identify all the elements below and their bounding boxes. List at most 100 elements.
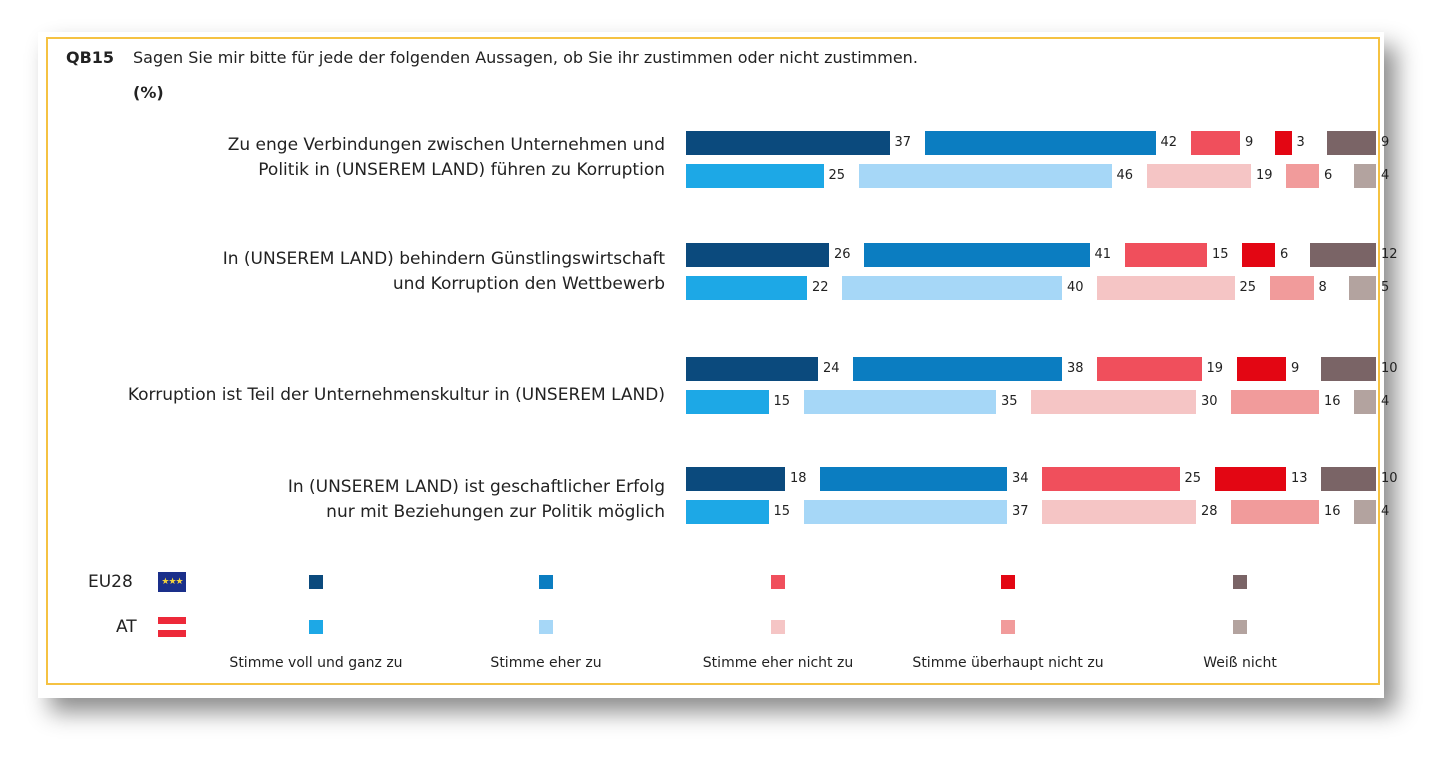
statement-2: In (UNSEREM LAND) behindern Günstlingswi… <box>223 247 665 297</box>
bar-at-q1-stimme-ueberhaupt-nicht-zu <box>1286 164 1319 188</box>
statement-3-line-1: Korruption ist Teil der Unternehmenskult… <box>127 385 665 405</box>
data-label-at-q2-stimme-eher-zu: 40 <box>1067 280 1084 295</box>
bar-at-q2-weiss-nicht <box>1348 276 1376 300</box>
data-label-eu28-q3-stimme-eher-nicht-zu: 19 <box>1206 361 1224 376</box>
data-label-at-q3-stimme-ueberhaupt-nicht-zu: 16 <box>1324 394 1341 409</box>
statement-4-line-2: nur mit Beziehungen zur Politik möglich <box>326 502 665 522</box>
data-label-eu28-q1-stimme-eher-nicht-zu: 9 <box>1245 135 1254 150</box>
bar-at-q3-stimme-voll-und-ganz-zu <box>686 390 769 414</box>
bar-eu28-q4-stimme-eher-nicht-zu <box>1042 467 1180 491</box>
data-label-eu28-q3-weiss-nicht: 10 <box>1381 361 1398 376</box>
data-label-eu28-q4-weiss-nicht: 10 <box>1381 471 1398 486</box>
data-label-at-q2-stimme-eher-nicht-zu: 25 <box>1239 280 1257 295</box>
data-label-at-q4-stimme-ueberhaupt-nicht-zu: 16 <box>1324 504 1341 519</box>
question-code: QB15 <box>66 48 115 67</box>
data-label-at-q4-stimme-eher-nicht-zu: 28 <box>1201 504 1218 519</box>
bar-at-q4-stimme-eher-zu <box>803 500 1007 524</box>
statement-1-line-1: Zu enge Verbindungen zwischen Unternehme… <box>227 135 665 155</box>
data-label-at-q4-stimme-voll-und-ganz-zu: 15 <box>773 504 791 519</box>
data-label-eu28-q2-stimme-eher-nicht-zu: 15 <box>1212 247 1229 262</box>
legend-eu-label: EU28 <box>88 572 133 592</box>
bar-eu28-q2-stimme-eher-nicht-zu <box>1124 243 1207 267</box>
legend-swatch-eu28-weiss-nicht <box>1233 575 1247 589</box>
bar-eu28-q1-stimme-eher-nicht-zu <box>1190 131 1240 155</box>
bar-at-q3-weiss-nicht <box>1354 390 1376 414</box>
unit-label: (%) <box>133 83 164 102</box>
bar-eu28-q3-stimme-eher-zu <box>853 357 1062 381</box>
data-label-at-q1-stimme-voll-und-ganz-zu: 25 <box>828 168 846 183</box>
austria-flag-icon <box>158 617 186 638</box>
legend-label-stimme-ueberhaupt-nicht-zu: Stimme überhaupt nicht zu <box>912 655 1104 671</box>
bar-at-q4-weiss-nicht <box>1354 500 1376 524</box>
bar-eu28-q3-stimme-ueberhaupt-nicht-zu <box>1236 357 1286 381</box>
statement-1: Zu enge Verbindungen zwischen Unternehme… <box>228 133 665 183</box>
data-label-eu28-q2-stimme-voll-und-ganz-zu: 26 <box>834 247 851 262</box>
bar-eu28-q4-stimme-ueberhaupt-nicht-zu <box>1214 467 1286 491</box>
data-label-eu28-q3-stimme-voll-und-ganz-zu: 24 <box>823 361 840 376</box>
bar-at-q4-stimme-ueberhaupt-nicht-zu <box>1231 500 1319 524</box>
chart-frame <box>46 37 1380 685</box>
data-label-eu28-q4-stimme-ueberhaupt-nicht-zu: 13 <box>1291 471 1308 486</box>
bar-eu28-q1-weiss-nicht <box>1326 131 1376 155</box>
bar-eu28-q2-stimme-ueberhaupt-nicht-zu <box>1242 243 1275 267</box>
data-label-at-q4-stimme-eher-zu: 37 <box>1012 504 1029 519</box>
data-label-at-q1-stimme-eher-zu: 46 <box>1116 168 1134 183</box>
bar-eu28-q3-stimme-eher-nicht-zu <box>1097 357 1202 381</box>
data-label-at-q3-stimme-eher-zu: 35 <box>1001 394 1018 409</box>
legend-label-weiss-nicht: Weiß nicht <box>1203 655 1277 671</box>
bar-eu28-q4-stimme-eher-zu <box>820 467 1007 491</box>
bar-eu28-q1-stimme-ueberhaupt-nicht-zu <box>1275 131 1292 155</box>
legend-swatch-eu28-stimme-ueberhaupt-nicht-zu <box>1001 575 1015 589</box>
data-label-eu28-q1-stimme-eher-zu: 42 <box>1160 135 1178 150</box>
bar-eu28-q2-stimme-eher-zu <box>864 243 1090 267</box>
legend-swatch-at-stimme-voll-und-ganz-zu <box>309 620 323 634</box>
bar-eu28-q1-stimme-voll-und-ganz-zu <box>686 131 890 155</box>
bar-eu28-q2-weiss-nicht <box>1310 243 1376 267</box>
data-label-at-q1-stimme-ueberhaupt-nicht-zu: 6 <box>1324 168 1333 183</box>
bar-eu28-q4-weiss-nicht <box>1321 467 1376 491</box>
legend-swatch-at-stimme-eher-nicht-zu <box>771 620 785 634</box>
statement-4-line-1: In (UNSEREM LAND) ist geschaftlicher Erf… <box>287 477 665 497</box>
data-label-at-q3-weiss-nicht: 4 <box>1381 394 1390 409</box>
bar-at-q2-stimme-eher-zu <box>842 276 1062 300</box>
data-label-eu28-q1-stimme-ueberhaupt-nicht-zu: 3 <box>1296 135 1305 150</box>
data-label-at-q2-stimme-ueberhaupt-nicht-zu: 8 <box>1318 280 1327 295</box>
bar-at-q4-stimme-voll-und-ganz-zu <box>686 500 769 524</box>
bar-eu28-q2-stimme-voll-und-ganz-zu <box>686 243 829 267</box>
data-label-at-q2-stimme-voll-und-ganz-zu: 22 <box>812 280 829 295</box>
legend-label-stimme-eher-zu: Stimme eher zu <box>490 655 602 671</box>
legend-swatch-eu28-stimme-voll-und-ganz-zu <box>309 575 323 589</box>
statement-2-line-1: In (UNSEREM LAND) behindern Günstlingswi… <box>222 249 665 269</box>
data-label-eu28-q2-weiss-nicht: 12 <box>1381 247 1398 262</box>
data-label-at-q3-stimme-voll-und-ganz-zu: 15 <box>773 394 791 409</box>
legend-label-stimme-eher-nicht-zu: Stimme eher nicht zu <box>702 655 854 671</box>
legend-swatch-eu28-stimme-eher-nicht-zu <box>771 575 785 589</box>
data-label-eu28-q4-stimme-eher-zu: 34 <box>1012 471 1029 486</box>
legend-swatch-at-weiss-nicht <box>1233 620 1247 634</box>
data-label-eu28-q1-stimme-voll-und-ganz-zu: 37 <box>894 135 912 150</box>
bar-eu28-q3-stimme-voll-und-ganz-zu <box>686 357 818 381</box>
data-label-at-q3-stimme-eher-nicht-zu: 30 <box>1201 394 1218 409</box>
bar-at-q1-weiss-nicht <box>1354 164 1376 188</box>
legend-label-stimme-voll-und-ganz-zu: Stimme voll und ganz zu <box>229 655 403 671</box>
data-label-at-q2-weiss-nicht: 5 <box>1381 280 1390 295</box>
data-label-eu28-q2-stimme-ueberhaupt-nicht-zu: 6 <box>1280 247 1289 262</box>
data-label-eu28-q2-stimme-eher-zu: 41 <box>1094 247 1112 262</box>
statement-1-line-2: Politik in (UNSEREM LAND) führen zu Korr… <box>258 160 665 180</box>
data-label-at-q4-weiss-nicht: 4 <box>1381 504 1390 519</box>
statement-3: Korruption ist Teil der Unternehmenskult… <box>128 383 665 408</box>
bar-at-q2-stimme-ueberhaupt-nicht-zu <box>1269 276 1314 300</box>
legend-swatch-eu28-stimme-eher-zu <box>539 575 553 589</box>
data-label-eu28-q3-stimme-ueberhaupt-nicht-zu: 9 <box>1291 361 1300 376</box>
question-text: Sagen Sie mir bitte für jede der folgend… <box>133 48 918 67</box>
legend-at-label: AT <box>116 617 137 637</box>
legend-swatch-at-stimme-ueberhaupt-nicht-zu <box>1001 620 1015 634</box>
bar-eu28-q4-stimme-voll-und-ganz-zu <box>686 467 785 491</box>
bar-eu28-q1-stimme-eher-zu <box>924 131 1156 155</box>
bar-at-q1-stimme-eher-nicht-zu <box>1146 164 1251 188</box>
legend-swatch-at-stimme-eher-zu <box>539 620 553 634</box>
bar-at-q3-stimme-eher-nicht-zu <box>1031 390 1196 414</box>
statement-2-line-2: und Korruption den Wettbewerb <box>392 274 665 294</box>
data-label-eu28-q1-weiss-nicht: 9 <box>1381 135 1390 150</box>
bar-at-q1-stimme-eher-zu <box>858 164 1112 188</box>
